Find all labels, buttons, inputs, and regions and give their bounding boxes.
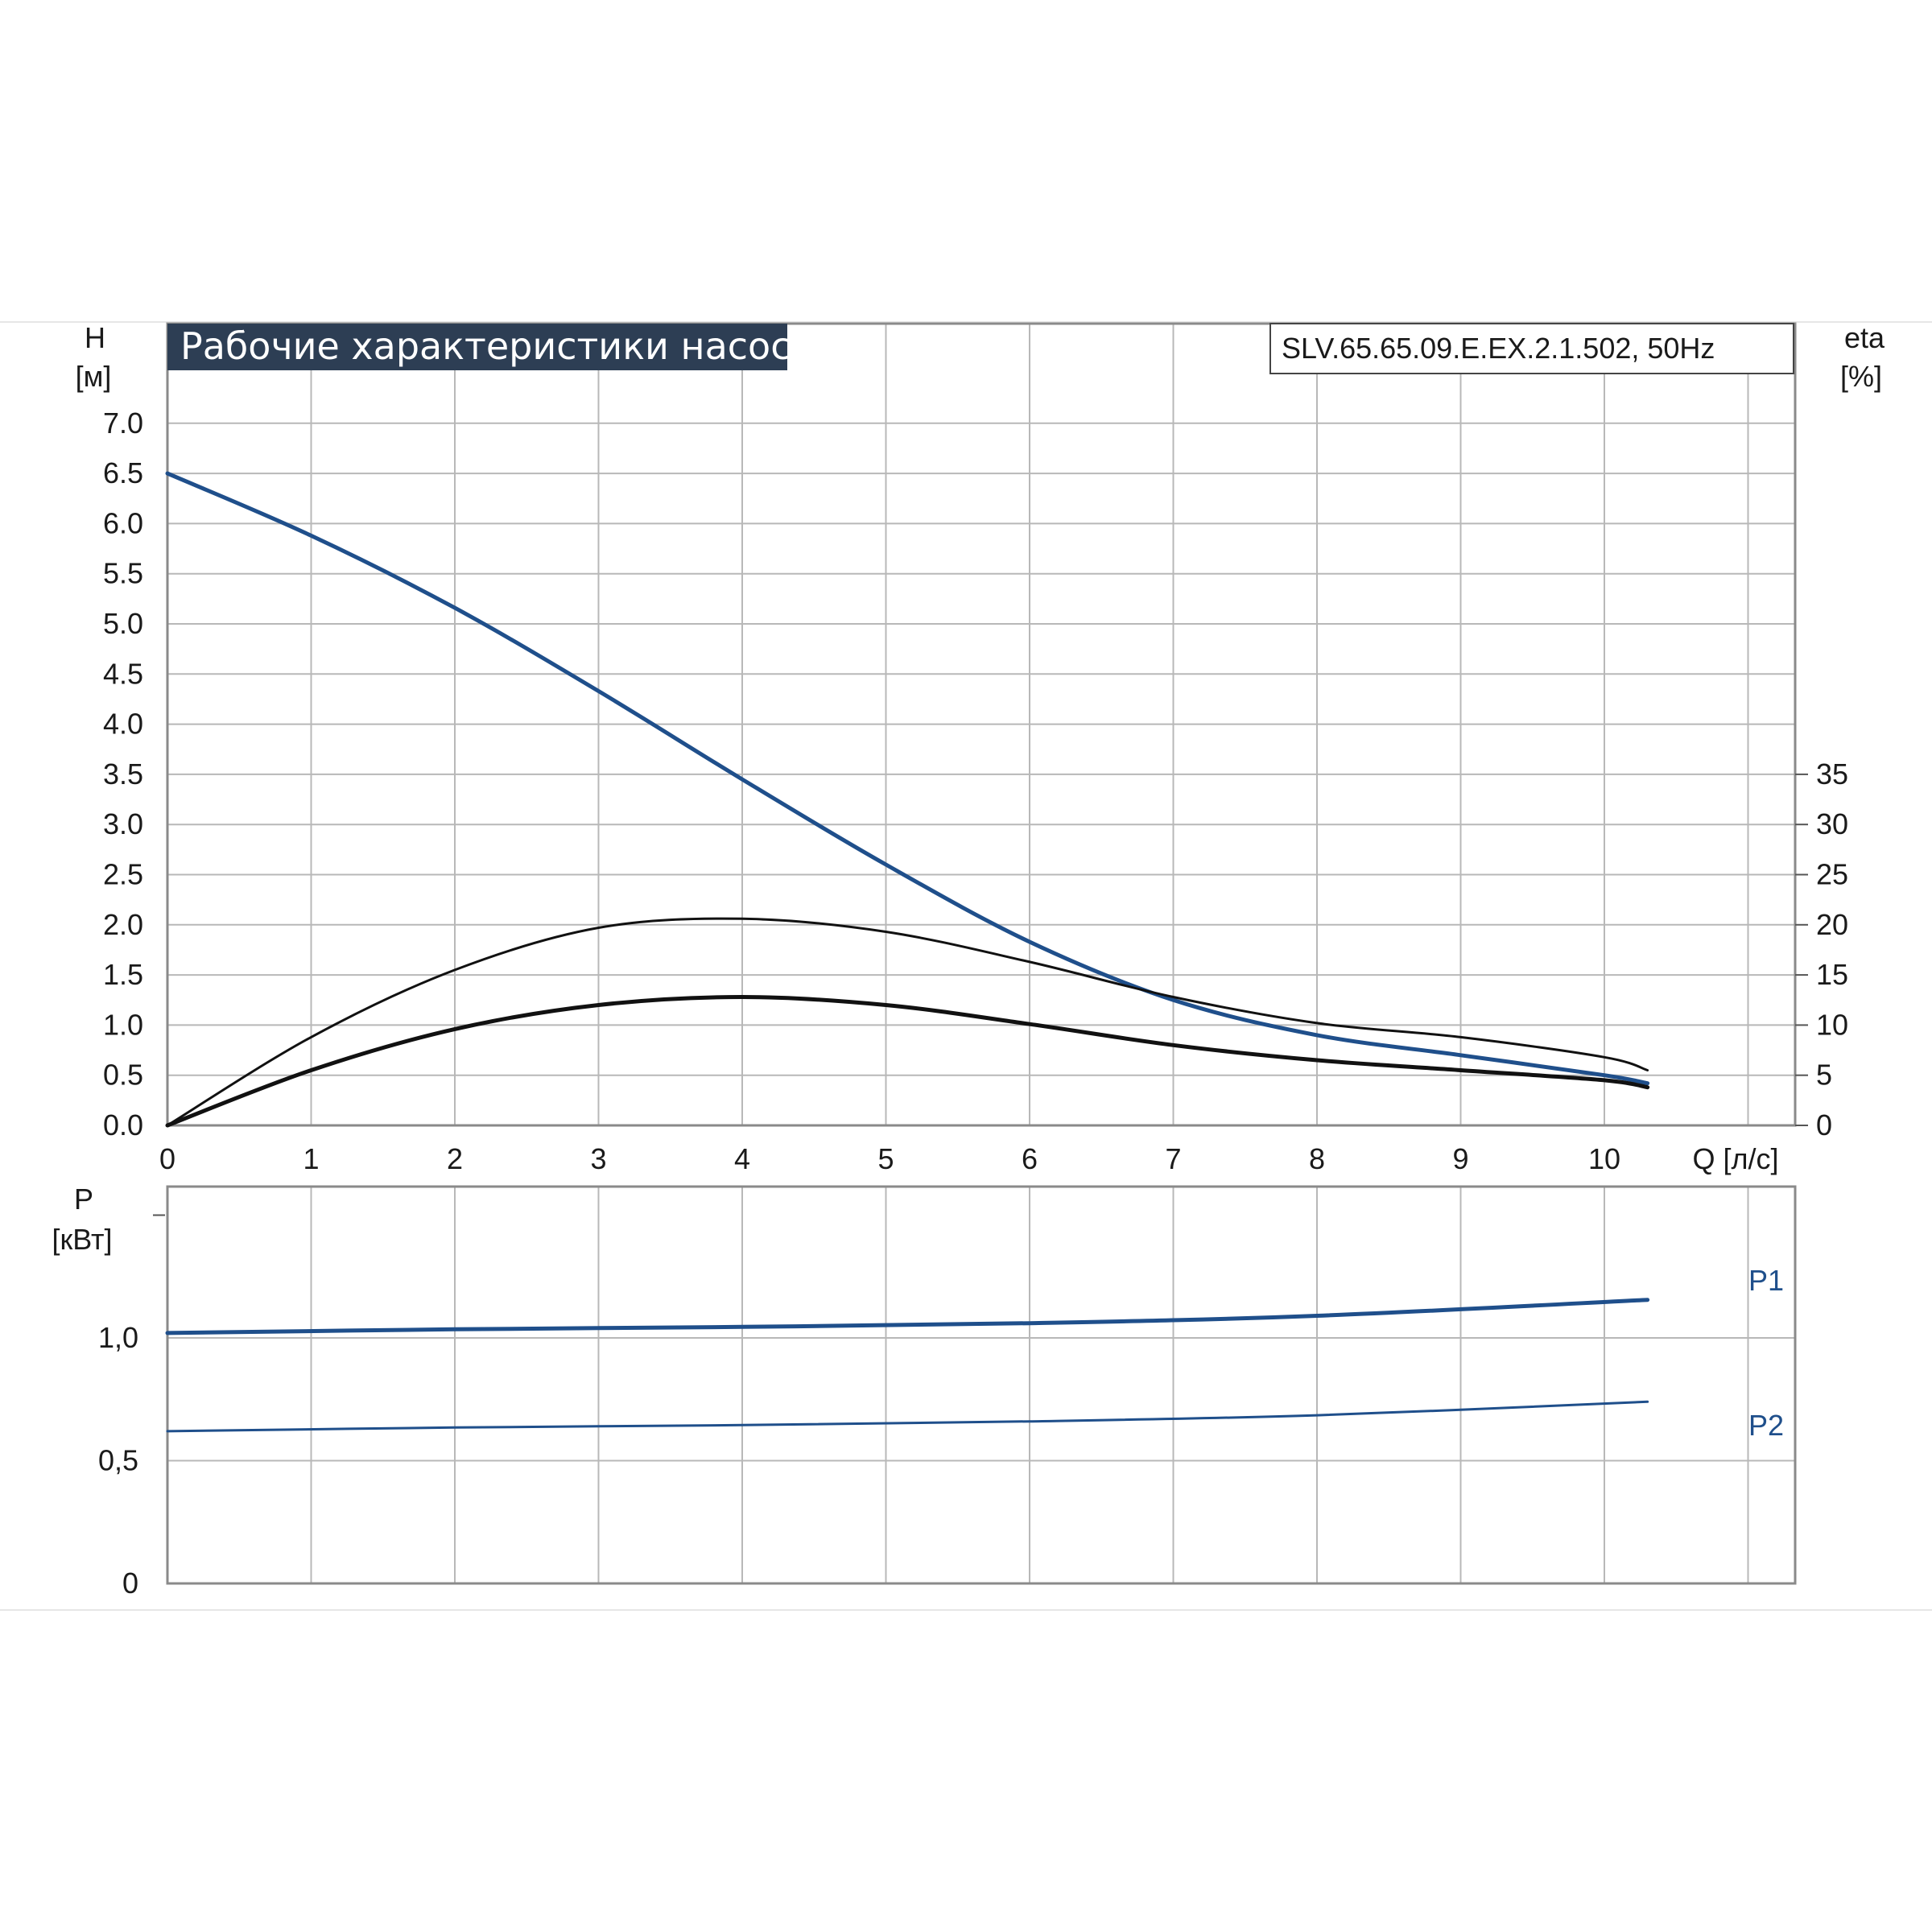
top-chart-grid (167, 324, 1795, 1125)
chart-title: Рабочие характеристики насоса (180, 324, 814, 368)
model-label: SLV.65.65.09.E.EX.2.1.502, 50Hz (1282, 332, 1715, 365)
x-tick-label: 5 (877, 1142, 894, 1175)
p2-curve (166, 1400, 1649, 1433)
p-tick-label: 0 (122, 1567, 138, 1600)
h-tick-label: 1.0 (103, 1008, 143, 1041)
efficiency-curve (166, 917, 1649, 1127)
eta-tick-label: 0 (1816, 1108, 1832, 1141)
top-chart-curves (165, 471, 1650, 1128)
top-plot-frame (166, 322, 1797, 1127)
chart-title-box (167, 324, 787, 370)
h-tick-label: 5.5 (103, 557, 143, 590)
x-tick-label: 4 (734, 1142, 750, 1175)
p1-label: P1 (1748, 1264, 1784, 1297)
model-box (1269, 323, 1794, 374)
h-axis-label-symbol: H (85, 321, 105, 354)
eta-tick-label: 20 (1816, 908, 1848, 941)
h-tick-label: 4.5 (103, 657, 143, 690)
eta-tick-label: 5 (1816, 1059, 1832, 1092)
p-tick-labels: 0 0,5 1,0 (98, 1321, 138, 1600)
eta-tick-label: 10 (1816, 1008, 1848, 1041)
x-tick-label: 7 (1165, 1142, 1181, 1175)
h-tick-label: 6.5 (103, 456, 143, 489)
head-curve (165, 471, 1650, 1086)
p-axis-label-symbol: P (74, 1183, 93, 1216)
h-tick-label: 3.5 (103, 758, 143, 791)
x-tick-label: 2 (447, 1142, 463, 1175)
x-tick-label: 6 (1022, 1142, 1038, 1175)
h-tick-label: 0.5 (103, 1059, 143, 1092)
p-tick-label: 0,5 (98, 1444, 138, 1477)
bottom-chart-grid (153, 1187, 1795, 1583)
p1-curve (165, 1298, 1650, 1335)
x-tick-label: 9 (1452, 1142, 1468, 1175)
h-tick-labels: 0.0 0.5 1.0 1.5 2.0 2.5 3.0 3.5 4.0 4.5 5.0 5.5 6.0 6… (103, 407, 143, 1141)
h-tick-label: 2.5 (103, 858, 143, 891)
eta-tick-label: 15 (1816, 958, 1848, 991)
bottom-chart-curves (165, 1298, 1650, 1433)
bottom-plot-frame (166, 1185, 1797, 1585)
eta-tick-label: 25 (1816, 858, 1848, 891)
h-tick-label: 0.0 (103, 1108, 143, 1141)
h-tick-label: 4.0 (103, 708, 143, 741)
x-tick-label: 1 (303, 1142, 319, 1175)
x-tick-label: 8 (1309, 1142, 1325, 1175)
head-efficiency-curve (165, 994, 1650, 1128)
q-axis-label: Q [л/с] (1692, 1142, 1778, 1175)
eta-tick-labels: 0 5 10 15 20 25 30 35 (1795, 758, 1848, 1141)
eta-axis-label-unit: [%] (1840, 360, 1882, 393)
eta-tick-label: 30 (1816, 807, 1848, 840)
h-tick-label: 1.5 (103, 958, 143, 991)
p-axis-label-unit: [кВт] (52, 1223, 112, 1256)
p2-label: P2 (1748, 1409, 1784, 1442)
h-tick-label: 7.0 (103, 407, 143, 440)
h-tick-label: 5.0 (103, 607, 143, 640)
p-tick-label: 1,0 (98, 1321, 138, 1354)
x-tick-label: 10 (1588, 1142, 1620, 1175)
h-tick-label: 3.0 (103, 807, 143, 840)
h-tick-label: 6.0 (103, 506, 143, 539)
h-axis-label-unit: [м] (76, 360, 112, 393)
x-tick-label: 0 (159, 1142, 175, 1175)
x-tick-labels: 0 1 2 3 4 5 6 7 8 9 10 (159, 1142, 1620, 1175)
eta-axis-label-symbol: eta (1844, 321, 1885, 354)
eta-tick-label: 35 (1816, 758, 1848, 791)
x-tick-label: 3 (590, 1142, 606, 1175)
h-tick-label: 2.0 (103, 908, 143, 941)
